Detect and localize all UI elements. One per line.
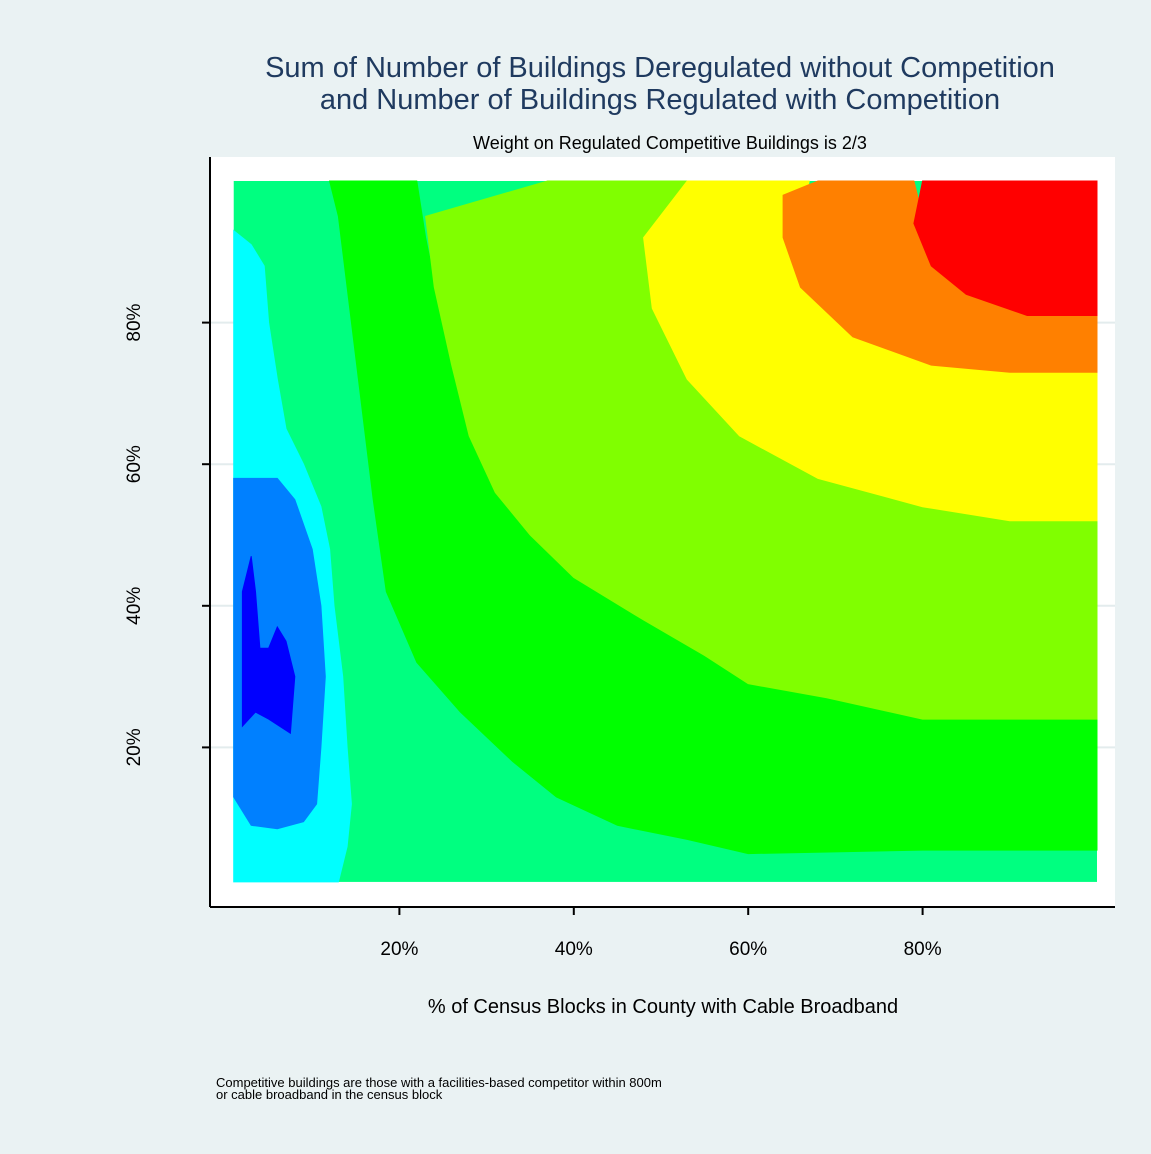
y-tick-label: 20%	[124, 728, 145, 766]
x-tick-label: 20%	[380, 939, 418, 960]
contour-region-level-8	[913, 180, 1098, 316]
x-axis-label: % of Census Blocks in County with Cable …	[427, 996, 899, 1018]
footnote: Competitive buildings are those with a f…	[216, 1075, 662, 1102]
x-tick-label: 40%	[555, 939, 593, 960]
contour-region-level-0	[241, 556, 296, 735]
chart-title-line1: Sum of Number of Buildings Deregulated w…	[265, 52, 1055, 84]
y-tick-label: 60%	[124, 445, 145, 483]
chart-subtitle: Weight on Regulated Competitive Building…	[473, 133, 867, 153]
x-tick-label: 60%	[729, 939, 767, 960]
x-tick-label: 80%	[904, 939, 942, 960]
chart-title-line2: and Number of Buildings Regulated with C…	[319, 84, 1001, 116]
y-tick-label: 80%	[124, 303, 145, 341]
y-tick-label: 40%	[124, 587, 145, 625]
